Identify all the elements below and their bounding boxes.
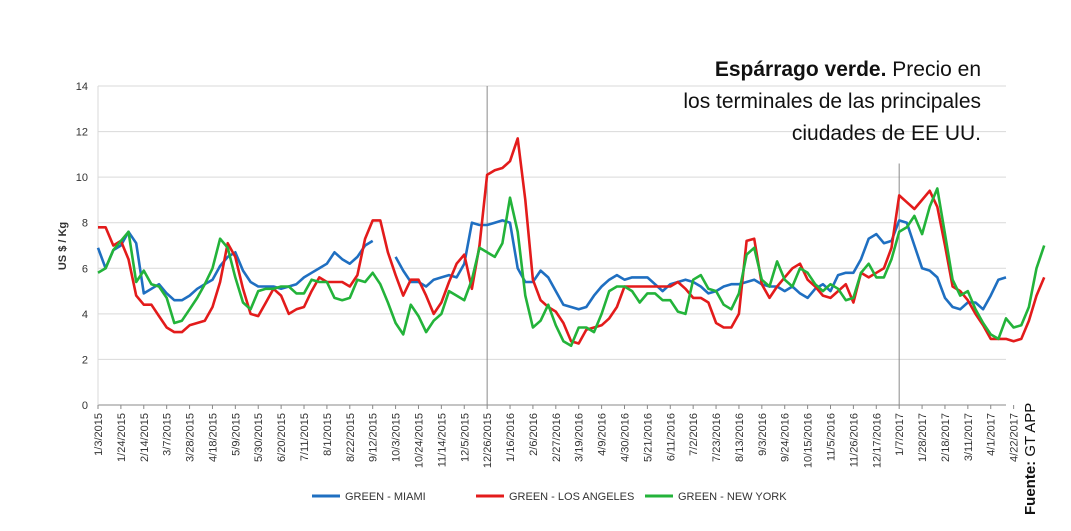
- x-tick-label: 7/2/2016: [688, 413, 700, 456]
- y-tick-label: 6: [82, 263, 88, 275]
- x-tick-label: 5/30/2015: [253, 413, 265, 462]
- x-tick-label: 8/1/2015: [322, 413, 334, 456]
- x-tick-label: 11/26/2016: [848, 413, 860, 467]
- legend: GREEN - MIAMI GREEN - LOS ANGELES GREEN - …: [312, 491, 787, 503]
- x-axis-ticks: 1/3/2015 1/24/2015 2/14/2015 3/7/2015 3/28/2…: [93, 405, 1021, 468]
- series-line-0: [96, 219, 1007, 311]
- x-tick-label: 12/5/2015: [459, 413, 471, 462]
- y-tick-label: 8: [82, 218, 88, 230]
- x-tick-label: 4/18/2015: [207, 413, 219, 462]
- chart-title: Espárrago verde. Precio en los terminale…: [683, 54, 981, 150]
- x-tick-label: 1/24/2015: [116, 413, 128, 462]
- x-tick-label: 8/22/2015: [345, 413, 357, 462]
- source-note: Fuente: GT APP: [1022, 403, 1039, 515]
- x-tick-label: 2/27/2016: [551, 413, 563, 462]
- x-tick-label: 4/22/2017: [1009, 413, 1021, 462]
- y-axis-ticks: 0 2 4 6 8 10 12 14: [76, 81, 88, 412]
- x-tick-label: 7/23/2016: [711, 413, 723, 462]
- x-tick-label: 7/11/2015: [299, 413, 311, 461]
- x-tick-label: 4/9/2016: [597, 413, 609, 456]
- x-tick-label: 2/6/2016: [528, 413, 540, 456]
- source-value: GT APP: [1022, 402, 1039, 457]
- y-tick-label: 14: [76, 81, 88, 93]
- x-tick-label: 1/7/2017: [894, 413, 906, 456]
- y-tick-label: 2: [82, 354, 88, 366]
- series-line-2: [97, 187, 1046, 348]
- x-tick-label: 11/14/2015: [436, 413, 448, 467]
- x-tick-label: 8/13/2016: [734, 413, 746, 462]
- y-tick-label: 12: [76, 127, 88, 139]
- x-tick-label: 9/3/2016: [757, 413, 769, 456]
- title-line-1: Precio en: [892, 58, 981, 81]
- x-tick-label: 3/28/2015: [185, 413, 197, 462]
- title-bold: Espárrago verde.: [714, 58, 887, 81]
- x-tick-label: 10/3/2015: [391, 413, 403, 462]
- x-tick-label: 1/28/2017: [917, 413, 929, 462]
- x-tick-label: 6/11/2016: [665, 413, 677, 461]
- x-tick-label: 9/12/2015: [368, 413, 380, 462]
- x-tick-label: 3/19/2016: [574, 413, 586, 462]
- x-tick-label: 12/26/2015: [482, 413, 494, 468]
- x-tick-label: 9/24/2016: [780, 413, 792, 462]
- y-axis-label: US $ / Kg: [57, 222, 69, 270]
- x-tick-label: 12/17/2016: [871, 413, 883, 468]
- series-lines: [96, 137, 1046, 348]
- x-tick-label: 2/18/2017: [940, 413, 952, 462]
- x-tick-label: 4/1/2017: [986, 413, 998, 456]
- x-tick-label: 5/21/2016: [642, 413, 654, 462]
- x-tick-label: 2/14/2015: [139, 413, 151, 462]
- x-tick-label: 10/15/2016: [803, 413, 815, 468]
- x-tick-label: 4/30/2016: [619, 413, 631, 462]
- x-tick-label: 10/24/2015: [413, 413, 425, 468]
- source-label: Fuente:: [1022, 460, 1039, 515]
- title-line-2: los terminales de las principales: [683, 90, 981, 113]
- x-tick-label: 1/16/2016: [505, 413, 517, 462]
- y-tick-label: 4: [82, 309, 88, 321]
- x-tick-label: 5/9/2015: [230, 413, 242, 456]
- x-tick-label: 6/20/2015: [276, 413, 288, 462]
- x-tick-label: 3/11/2017: [963, 413, 975, 461]
- x-tick-label: 11/5/2016: [826, 413, 838, 461]
- legend-label-2: GREEN - NEW YORK: [678, 491, 787, 503]
- legend-label-0: GREEN - MIAMI: [345, 491, 426, 503]
- series-line-1: [98, 137, 1046, 345]
- y-tick-label: 0: [82, 400, 88, 412]
- x-tick-label: 3/7/2015: [162, 413, 174, 456]
- x-tick-label: 1/3/2015: [93, 413, 105, 456]
- legend-label-1: GREEN - LOS ANGELES: [509, 491, 634, 503]
- y-tick-label: 10: [76, 172, 88, 184]
- title-line-3: ciudades de EE UU.: [791, 122, 981, 145]
